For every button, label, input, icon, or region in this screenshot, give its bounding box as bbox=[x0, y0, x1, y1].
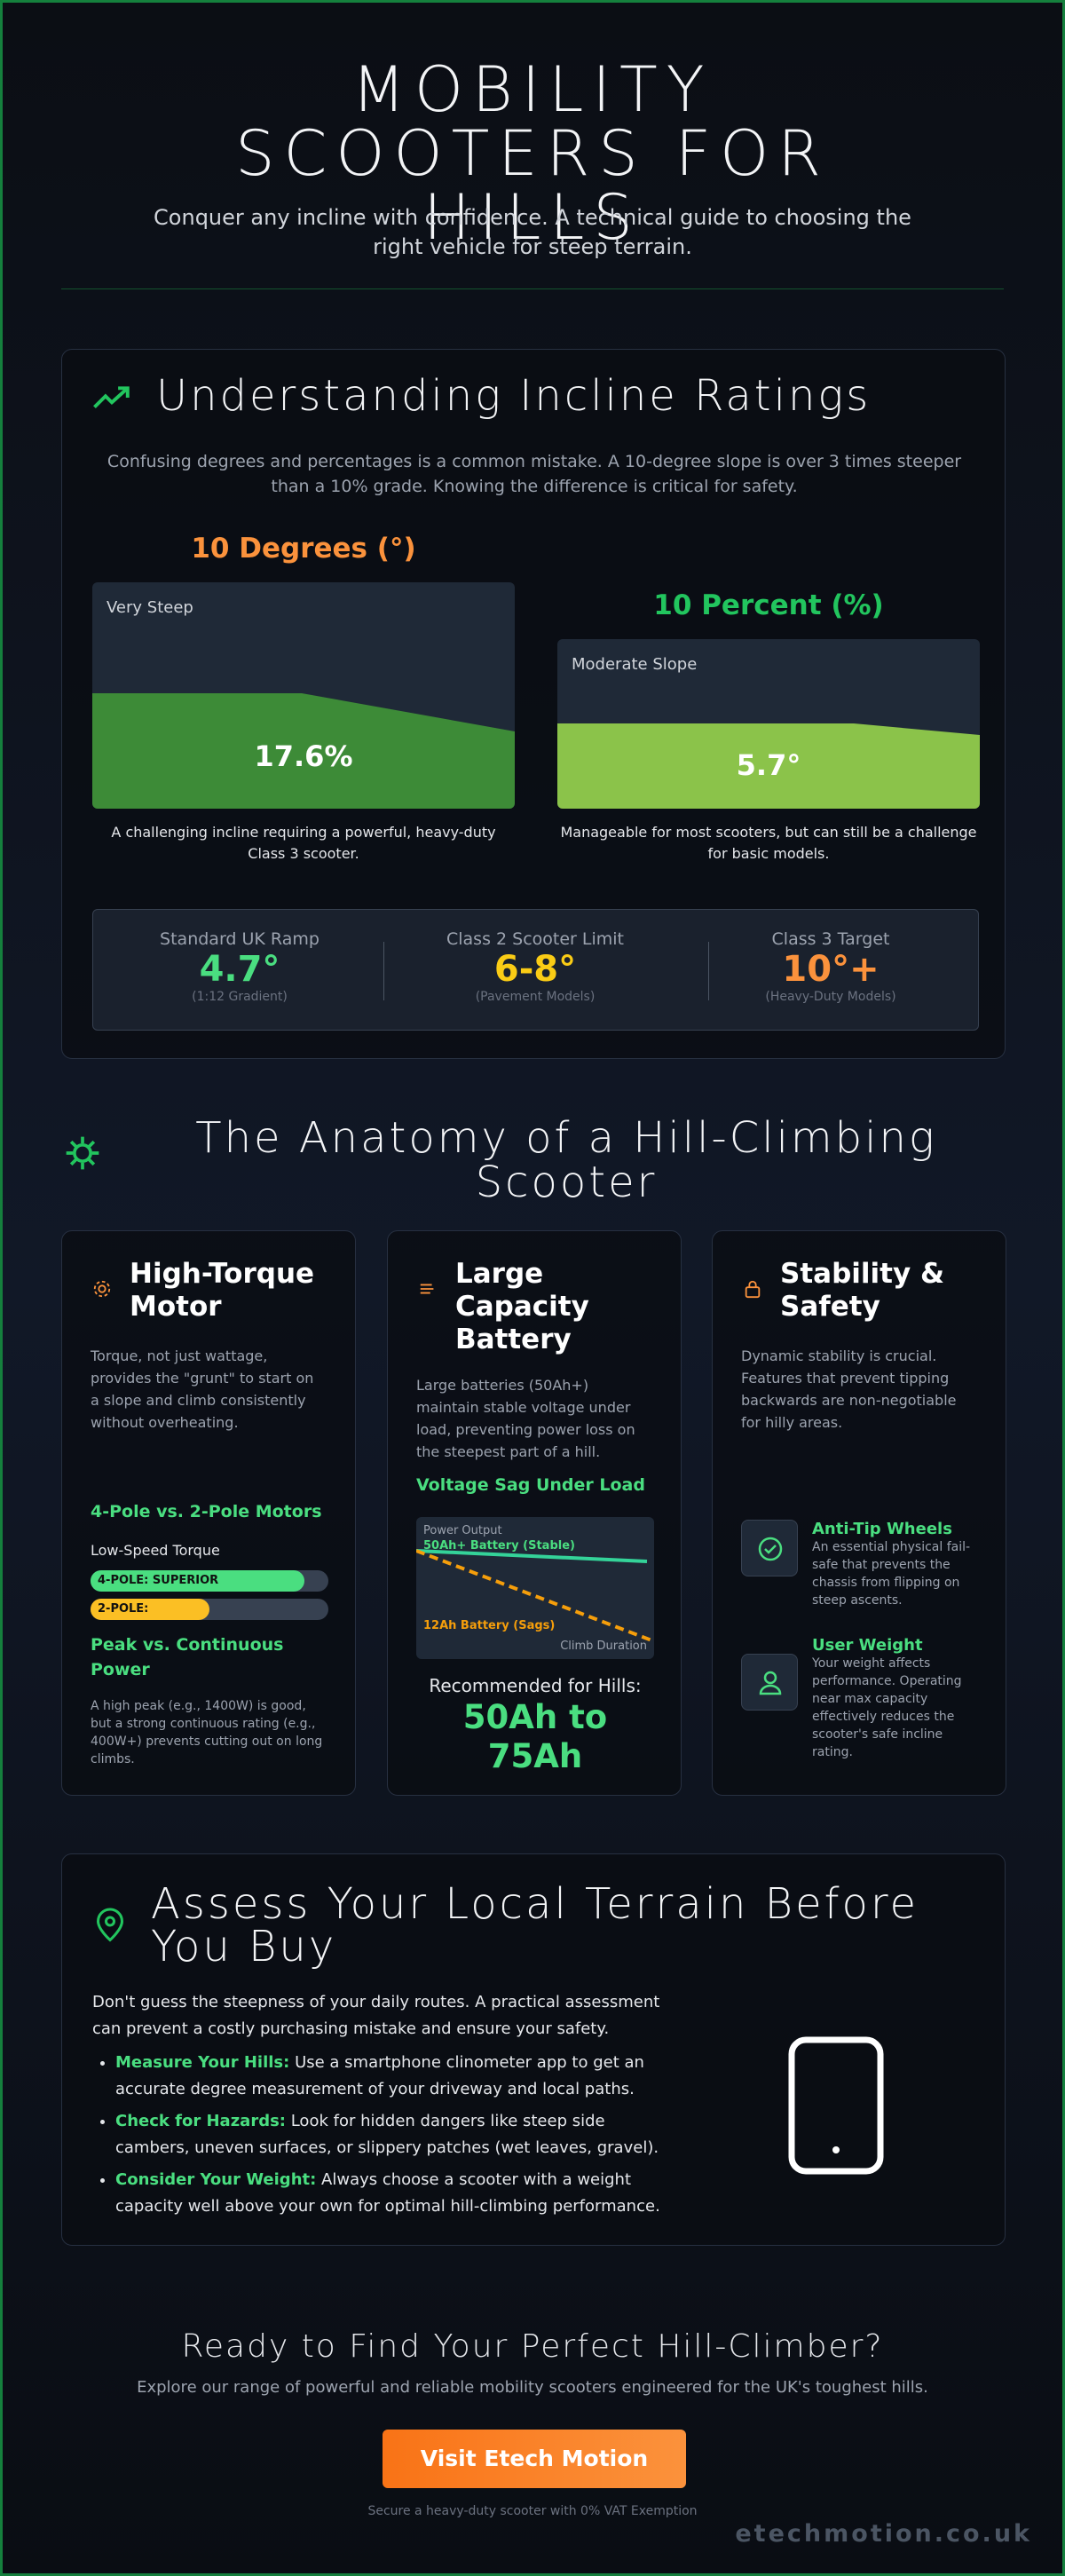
percent-value: 5.7° bbox=[736, 748, 801, 782]
battery-card: Large Capacity Battery Large batteries (… bbox=[387, 1230, 682, 1796]
card-subheading: Voltage Sag Under Load bbox=[416, 1475, 645, 1495]
percent-tag: Moderate Slope bbox=[572, 655, 698, 674]
tip-lead: Check for Hazards: bbox=[115, 2112, 286, 2130]
degrees-box: Very Steep 17.6% bbox=[92, 582, 515, 809]
gear-icon bbox=[93, 1280, 111, 1298]
percent-slope bbox=[557, 723, 980, 809]
card-subheading: Peak vs. Continuous Power bbox=[91, 1635, 284, 1679]
trend-icon bbox=[93, 386, 130, 409]
tip: Consider Your Weight: Always choose a sc… bbox=[115, 2167, 678, 2220]
axis-label: Climb Duration bbox=[560, 1640, 647, 1653]
stat-value: 10°+ bbox=[782, 949, 880, 990]
tip-lead: Measure Your Hills: bbox=[115, 2053, 290, 2072]
percent-label: 10 Percent (%) bbox=[653, 589, 884, 621]
stat-label: Standard UK Ramp bbox=[160, 929, 320, 949]
feature: Anti-Tip Wheels An essential physical fa… bbox=[741, 1520, 981, 1609]
bar-track: 4-POLE: SUPERIOR bbox=[91, 1570, 328, 1592]
card-title: High-Torque Motor bbox=[130, 1258, 315, 1323]
card-subheading: 4-Pole vs. 2-Pole Motors bbox=[91, 1502, 322, 1521]
stat-note: (Heavy-Duty Models) bbox=[765, 990, 896, 1004]
bar-fill: 4-POLE: SUPERIOR bbox=[91, 1570, 305, 1592]
divider bbox=[61, 288, 1004, 289]
tip-text: Use a smartphone clinometer app to get a… bbox=[115, 2053, 644, 2098]
line-label: 12Ah Battery (Sags) bbox=[423, 1619, 556, 1632]
feature-text: Your weight affects performance. Operati… bbox=[812, 1656, 962, 1759]
stat: Class 3 Target 10°+ (Heavy-Duty Models) bbox=[684, 929, 977, 1004]
feature-icon bbox=[741, 1654, 798, 1711]
pin-icon bbox=[96, 1908, 124, 1942]
degrees-slope bbox=[92, 693, 515, 809]
degrees-value: 17.6% bbox=[254, 739, 353, 773]
bar-track: 2-POLE: bbox=[91, 1599, 328, 1620]
bar-fill: 2-POLE: bbox=[91, 1599, 209, 1620]
section-heading: The Anatomy of a Hill-Climbing Scooter bbox=[195, 1113, 937, 1207]
brand: etechmotion.co.uk bbox=[735, 2520, 1032, 2548]
feature-title: User Weight bbox=[812, 1636, 923, 1655]
tips-list: Measure Your Hills: Use a smartphone cli… bbox=[92, 2050, 678, 2225]
card-title: Large Capacity Battery bbox=[455, 1258, 589, 1355]
phone-icon bbox=[788, 2036, 884, 2175]
card-text: Large batteries (50Ah+) maintain stable … bbox=[416, 1377, 635, 1460]
stat: Standard UK Ramp 4.7° (1:12 Gradient) bbox=[93, 929, 386, 1004]
tip: Measure Your Hills: Use a smartphone cli… bbox=[115, 2050, 678, 2103]
recommend-value: 50Ah to 75Ah bbox=[462, 1698, 608, 1775]
degrees-label: 10 Degrees (°) bbox=[191, 533, 416, 565]
page-title: MOBILITY SCOOTERS FOR HILLS bbox=[235, 53, 830, 254]
tip: Check for Hazards: Look for hidden dange… bbox=[115, 2108, 678, 2161]
terrain-section: Assess Your Local Terrain Before You Buy… bbox=[61, 1853, 1006, 2246]
feature-title: Anti-Tip Wheels bbox=[812, 1520, 952, 1538]
card-note: A high peak (e.g., 1400W) is good, but a… bbox=[91, 1699, 323, 1766]
cta-text: Explore our range of powerful and reliab… bbox=[137, 2378, 928, 2397]
degrees-tag: Very Steep bbox=[106, 598, 193, 617]
stat: Class 2 Scooter Limit 6-8° (Pavement Model… bbox=[389, 929, 682, 1004]
cta-note: Secure a heavy-duty scooter with 0% VAT … bbox=[367, 2504, 698, 2518]
stat-label: Class 2 Scooter Limit bbox=[446, 929, 624, 949]
battery-icon bbox=[420, 1284, 434, 1294]
section-heading: Understanding Incline Ratings bbox=[156, 371, 872, 421]
motor-card: High-Torque Motor Torque, not just watta… bbox=[61, 1230, 356, 1796]
section-intro: Confusing degrees and percentages is a c… bbox=[106, 452, 962, 496]
tip-text: Look for hidden dangers like steep side … bbox=[115, 2112, 659, 2157]
bars-label: Low-Speed Torque bbox=[91, 1542, 220, 1559]
axis-label: Power Output bbox=[423, 1524, 502, 1537]
card-title: Stability & Safety bbox=[780, 1258, 944, 1323]
sag-lines bbox=[416, 1549, 654, 1643]
stat-divider bbox=[708, 942, 709, 1000]
stat-note: (1:12 Gradient) bbox=[192, 990, 288, 1004]
card-text: Dynamic stability is crucial. Features t… bbox=[741, 1347, 957, 1431]
cta-heading: Ready to Find Your Perfect Hill-Climber? bbox=[181, 2328, 884, 2365]
section-heading: Assess Your Local Terrain Before You Buy bbox=[151, 1879, 919, 1972]
stability-card: Stability & Safety Dynamic stability is … bbox=[712, 1230, 1006, 1796]
motor-icon bbox=[66, 1136, 99, 1170]
lock-icon bbox=[745, 1280, 761, 1299]
stat-value: 4.7° bbox=[199, 949, 280, 990]
percent-caption: Manageable for most scooters, but can st… bbox=[560, 824, 977, 862]
stats-bar: Standard UK Ramp 4.7° (1:12 Gradient) Class… bbox=[92, 909, 979, 1031]
section-intro: Don't guess the steepness of your daily … bbox=[92, 1993, 660, 2038]
feature: User Weight Your weight affects performa… bbox=[741, 1636, 981, 1761]
degrees-caption: A challenging incline requiring a powerf… bbox=[111, 824, 496, 862]
incline-section: Understanding Incline Ratings Confusing … bbox=[61, 349, 1006, 1059]
stat-note: (Pavement Models) bbox=[475, 990, 596, 1004]
line-label: 50Ah+ Battery (Stable) bbox=[423, 1539, 575, 1553]
stat-label: Class 3 Target bbox=[771, 929, 890, 949]
feature-icon bbox=[741, 1520, 798, 1576]
stat-value: 6-8° bbox=[493, 949, 577, 990]
card-text: Torque, not just wattage, provides the "… bbox=[91, 1347, 314, 1431]
tip-text: Always choose a scooter with a weight ca… bbox=[115, 2170, 660, 2216]
percent-box: Moderate Slope 5.7° bbox=[557, 639, 980, 809]
cta-button[interactable]: Visit Etech Motion bbox=[383, 2430, 686, 2488]
stat-divider bbox=[383, 942, 384, 1000]
tip-lead: Consider Your Weight: bbox=[115, 2170, 317, 2189]
page-subtitle: Conquer any incline with confidence. A t… bbox=[154, 205, 911, 259]
recommend-label: Recommended for Hills: bbox=[429, 1675, 642, 1696]
feature-text: An essential physical fail-safe that pre… bbox=[812, 1540, 971, 1608]
sag-chart: Power Output 50Ah+ Battery (Stable) 12Ah… bbox=[416, 1517, 654, 1659]
